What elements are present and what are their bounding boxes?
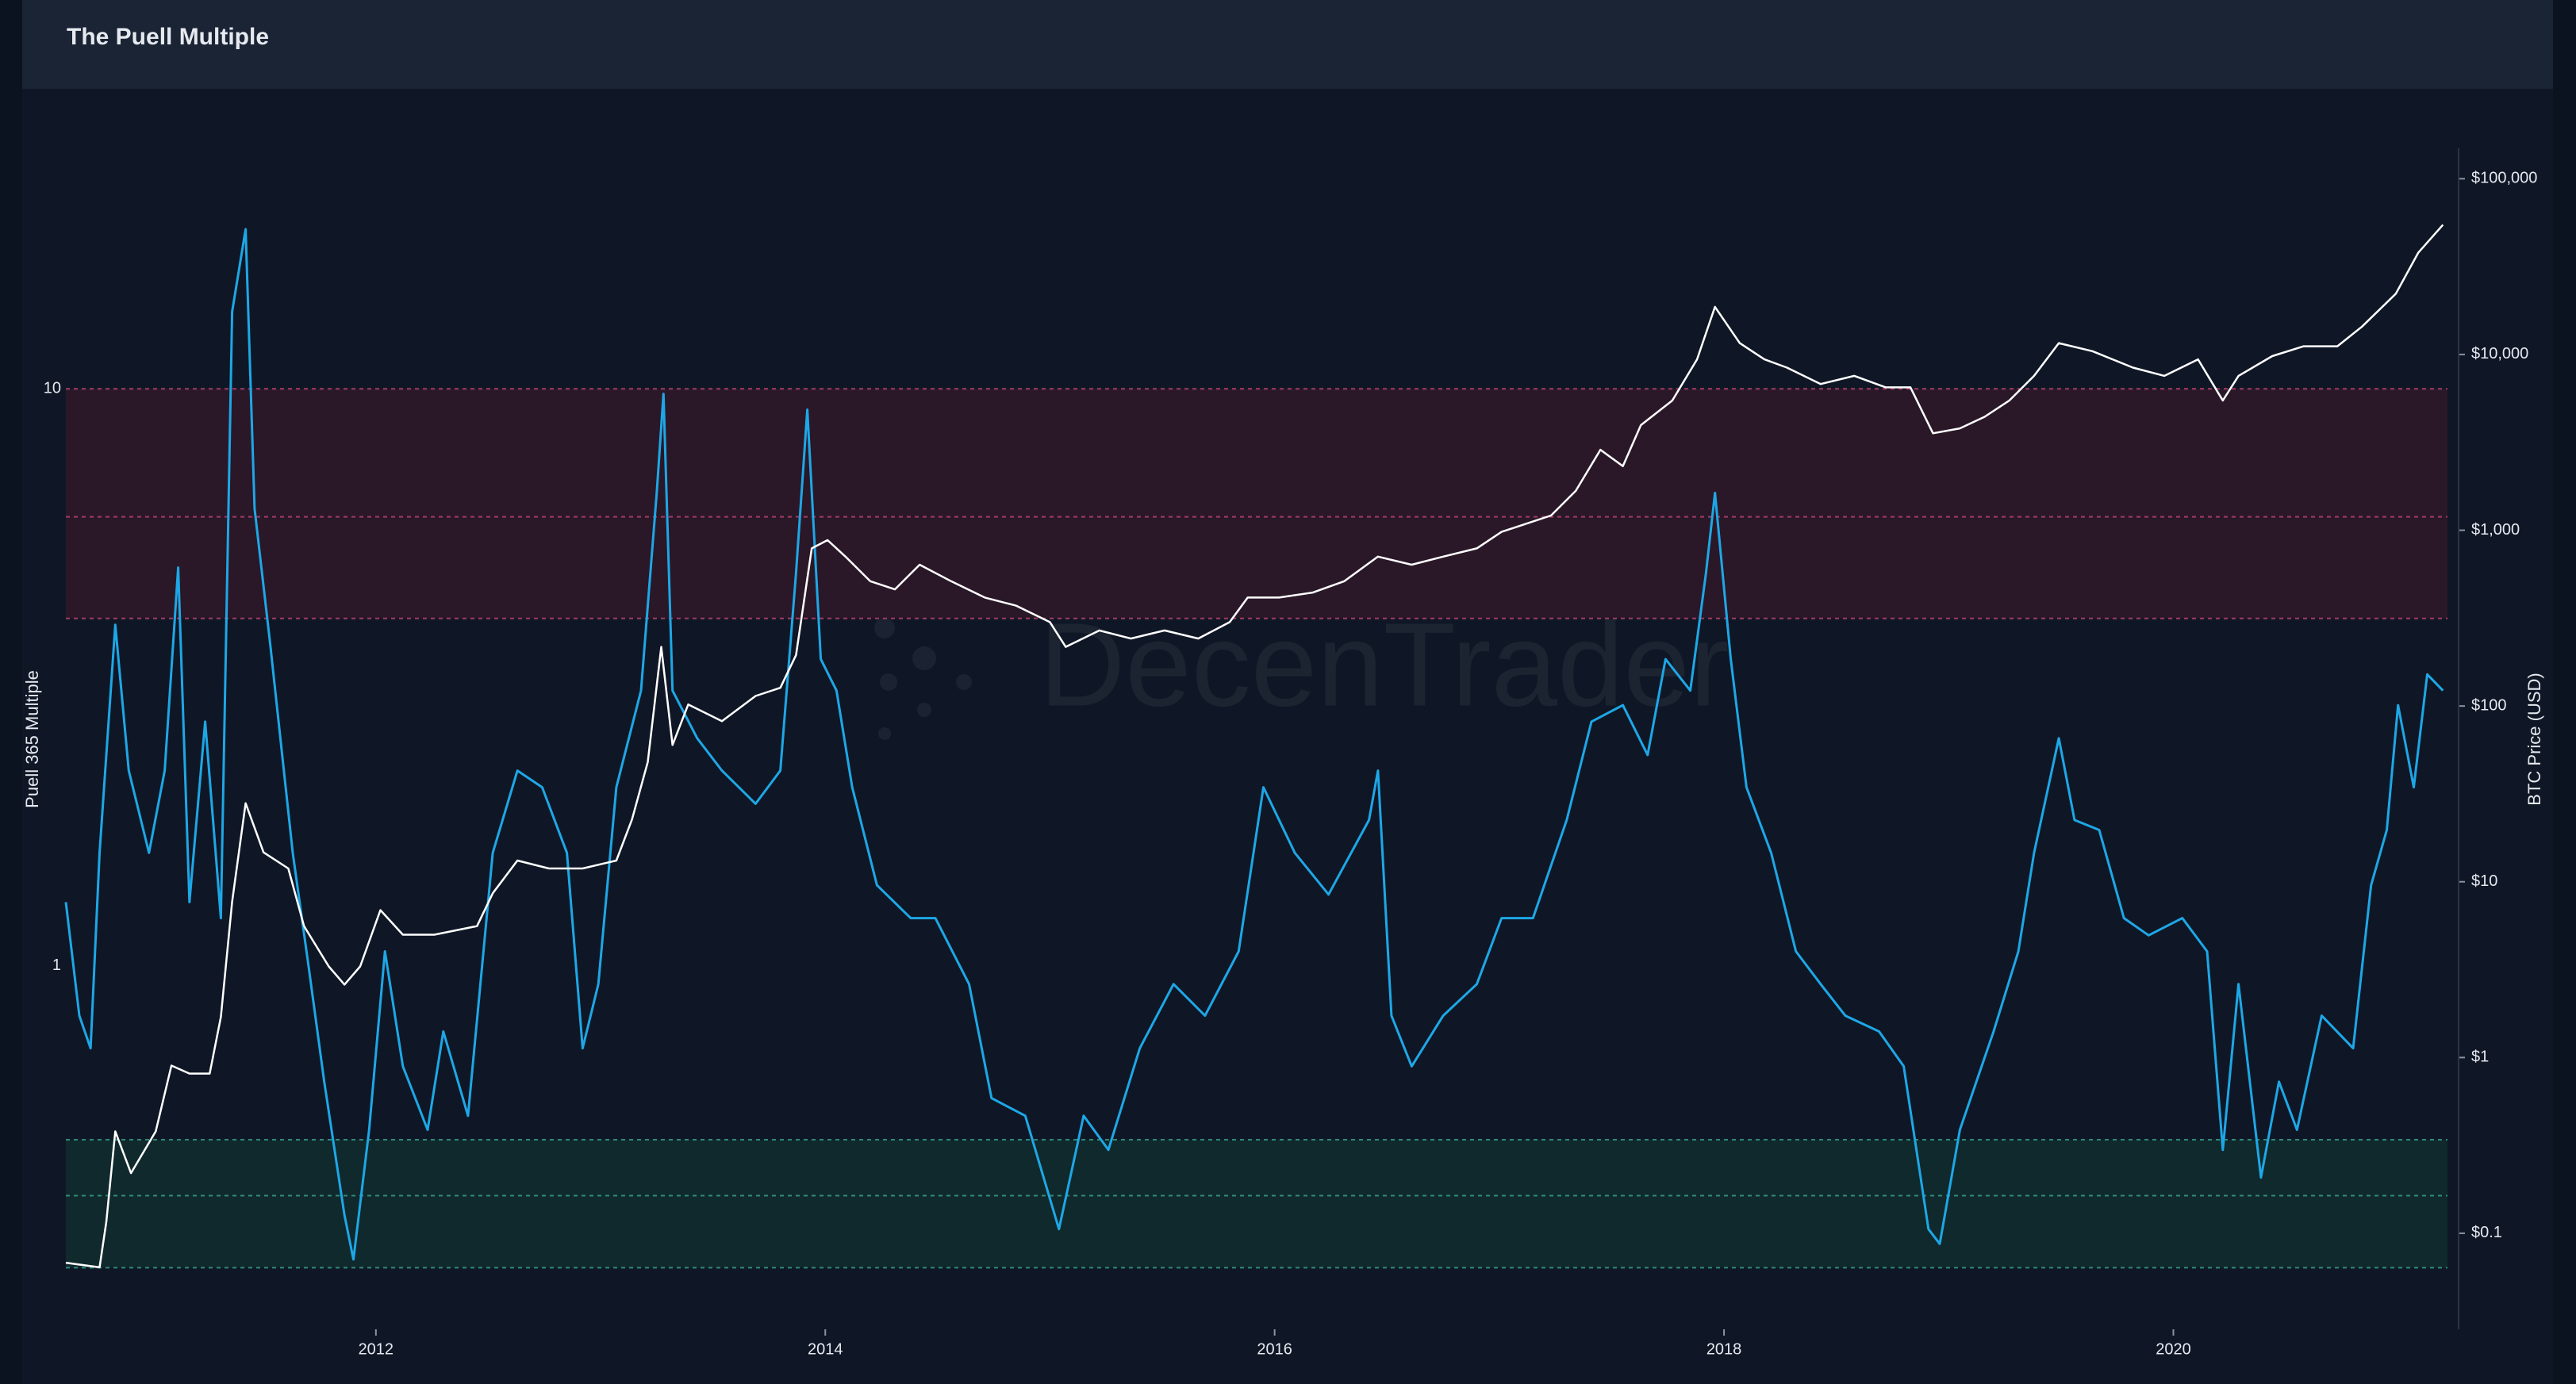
x-tick-label: 2014	[808, 1340, 843, 1358]
x-tick-label: 2020	[2156, 1340, 2191, 1358]
x-tick-label: 2018	[1706, 1340, 1742, 1358]
watermark-dot	[956, 674, 972, 690]
series-line	[64, 228, 2444, 1261]
watermark-dot	[878, 727, 891, 740]
y2-tick-label: $1,000	[2471, 521, 2520, 539]
zone	[66, 1139, 2447, 1268]
y2-tick-label: $10	[2471, 872, 2497, 890]
series-line	[65, 224, 2444, 1269]
watermark-dot	[874, 618, 895, 638]
y-tick-label: 10	[44, 379, 61, 397]
header-bar	[22, 0, 2553, 89]
watermark-group	[874, 602, 972, 740]
y2-tick-label: $100,000	[2471, 170, 2537, 187]
y2-tick-label: $0.1	[2471, 1224, 2502, 1241]
y2-axis-label: BTC Price (USD)	[2524, 673, 2544, 805]
y2-tick-label: $100	[2471, 696, 2507, 714]
y2-tick-label: $1	[2471, 1049, 2489, 1066]
chart-title: The Puell Multiple	[67, 24, 269, 50]
x-tick-label: 2016	[1257, 1340, 1292, 1358]
zone	[66, 389, 2447, 619]
y2-tick-label: $10,000	[2471, 345, 2528, 362]
y-axis-label: Puell 365 Multiple	[22, 670, 42, 808]
watermark-dot	[880, 673, 897, 691]
y-tick-label: 1	[52, 957, 61, 974]
watermark-dot	[917, 703, 931, 717]
x-tick-label: 2012	[359, 1340, 394, 1358]
watermark-dot	[912, 646, 936, 670]
